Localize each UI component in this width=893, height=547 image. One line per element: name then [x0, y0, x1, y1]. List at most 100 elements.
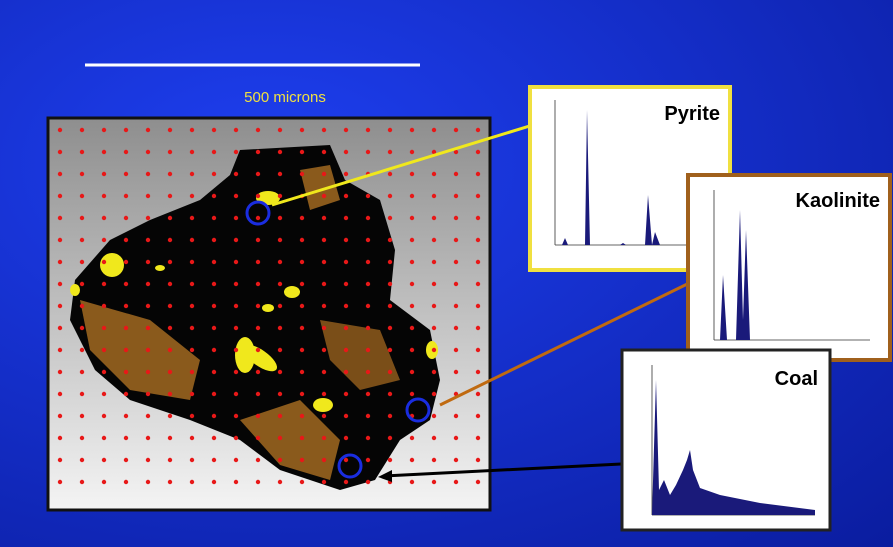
grid-dot — [388, 194, 392, 198]
grid-dot — [102, 172, 106, 176]
grid-dot — [344, 216, 348, 220]
grid-dot — [366, 326, 370, 330]
grid-dot — [102, 392, 106, 396]
grid-dot — [102, 260, 106, 264]
grid-dot — [432, 392, 436, 396]
grid-dot — [58, 458, 62, 462]
grid-dot — [190, 304, 194, 308]
grid-dot — [212, 150, 216, 154]
grid-dot — [190, 238, 194, 242]
grid-dot — [322, 480, 326, 484]
grid-dot — [388, 436, 392, 440]
grid-dot — [80, 128, 84, 132]
grid-dot — [476, 216, 480, 220]
grid-dot — [322, 458, 326, 462]
grid-dot — [80, 414, 84, 418]
grid-dot — [410, 216, 414, 220]
grid-dot — [278, 414, 282, 418]
grid-dot — [410, 436, 414, 440]
grid-dot — [366, 304, 370, 308]
grid-dot — [168, 238, 172, 242]
grid-dot — [146, 282, 150, 286]
grid-dot — [432, 172, 436, 176]
grid-dot — [58, 414, 62, 418]
grid-dot — [410, 282, 414, 286]
grid-dot — [366, 238, 370, 242]
grid-dot — [102, 348, 106, 352]
grid-dot — [322, 304, 326, 308]
grid-dot — [124, 480, 128, 484]
grid-dot — [300, 260, 304, 264]
grid-dot — [256, 392, 260, 396]
grid-dot — [212, 458, 216, 462]
grid-dot — [410, 392, 414, 396]
grid-dot — [454, 238, 458, 242]
grid-dot — [256, 414, 260, 418]
grid-dot — [190, 348, 194, 352]
grid-dot — [58, 304, 62, 308]
grid-dot — [300, 128, 304, 132]
grid-dot — [476, 194, 480, 198]
grid-dot — [58, 128, 62, 132]
grid-dot — [454, 458, 458, 462]
grid-dot — [454, 370, 458, 374]
grid-dot — [344, 172, 348, 176]
grid-dot — [256, 458, 260, 462]
grid-dot — [80, 260, 84, 264]
grid-dot — [80, 150, 84, 154]
grid-dot — [300, 282, 304, 286]
grid-dot — [124, 348, 128, 352]
grid-dot — [124, 370, 128, 374]
grid-dot — [278, 436, 282, 440]
grid-dot — [190, 260, 194, 264]
grid-dot — [102, 282, 106, 286]
grid-dot — [278, 216, 282, 220]
grid-dot — [454, 216, 458, 220]
grid-dot — [454, 304, 458, 308]
grid-dot — [256, 304, 260, 308]
grid-dot — [168, 150, 172, 154]
grid-dot — [212, 304, 216, 308]
grid-dot — [80, 392, 84, 396]
grid-dot — [256, 128, 260, 132]
grid-dot — [432, 348, 436, 352]
grid-dot — [300, 216, 304, 220]
pyrite-grain — [235, 337, 255, 373]
grid-dot — [80, 216, 84, 220]
micrograph — [48, 118, 490, 510]
grid-dot — [300, 458, 304, 462]
grid-dot — [432, 414, 436, 418]
grid-dot — [344, 326, 348, 330]
grid-dot — [146, 436, 150, 440]
grid-dot — [410, 370, 414, 374]
grid-dot — [168, 216, 172, 220]
grid-dot — [344, 150, 348, 154]
grid-dot — [432, 458, 436, 462]
grid-dot — [190, 326, 194, 330]
grid-dot — [300, 172, 304, 176]
grid-dot — [58, 436, 62, 440]
grid-dot — [278, 128, 282, 132]
grid-dot — [80, 282, 84, 286]
grid-dot — [388, 172, 392, 176]
grid-dot — [344, 392, 348, 396]
grid-dot — [388, 150, 392, 154]
grid-dot — [256, 238, 260, 242]
grid-dot — [344, 436, 348, 440]
grid-dot — [190, 216, 194, 220]
grid-dot — [124, 326, 128, 330]
grid-dot — [234, 414, 238, 418]
grid-dot — [234, 370, 238, 374]
spectrum-label: Pyrite — [664, 103, 720, 125]
grid-dot — [102, 480, 106, 484]
grid-dot — [366, 480, 370, 484]
grid-dot — [410, 304, 414, 308]
grid-dot — [256, 348, 260, 352]
grid-dot — [146, 216, 150, 220]
grid-dot — [410, 260, 414, 264]
grid-dot — [388, 282, 392, 286]
grid-dot — [410, 458, 414, 462]
spectrum-label: Kaolinite — [796, 190, 880, 212]
grid-dot — [300, 238, 304, 242]
grid-dot — [432, 238, 436, 242]
